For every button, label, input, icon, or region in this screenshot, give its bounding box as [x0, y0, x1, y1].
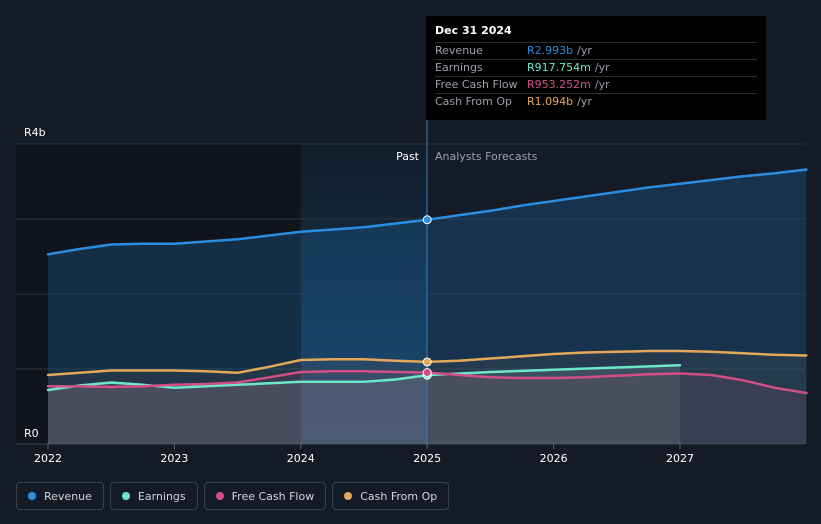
tooltip-label: Free Cash Flow	[435, 78, 518, 91]
current-markers	[422, 215, 432, 380]
tooltip-unit: /yr	[594, 78, 610, 91]
tooltip-value: R1.094b	[527, 95, 574, 108]
x-tick-label: 2026	[540, 452, 568, 465]
tooltip-date: Dec 31 2024	[435, 24, 512, 37]
cfo-current-marker	[422, 357, 432, 367]
legend-dot-icon	[121, 492, 130, 500]
legend-item-cash-from-op[interactable]: Cash From Op	[332, 482, 450, 510]
legend-label: Earnings	[137, 489, 186, 503]
tooltip-unit: /yr	[594, 61, 610, 74]
y-axis-bottom-label: R0	[24, 427, 39, 440]
legend-label: Revenue	[44, 489, 92, 503]
legend-item-earnings[interactable]: Earnings	[109, 482, 198, 510]
tooltip-row-cash-from-op: Cash From Op R1.094b /yr	[435, 93, 757, 110]
legend-dot-icon	[28, 492, 36, 500]
legend-label: Free Cash Flow	[231, 489, 315, 503]
x-tick-label: 2027	[666, 452, 694, 465]
tooltip-label: Earnings	[435, 61, 483, 74]
x-tick-label: 2022	[34, 452, 62, 465]
tooltip: Dec 31 2024 Revenue R2.993b /yr Earnings…	[426, 16, 766, 120]
tooltip-value: R917.754m	[527, 61, 591, 74]
gridlines	[16, 143, 805, 445]
legend-dot-icon	[344, 492, 353, 500]
x-tick-label: 2024	[287, 452, 315, 465]
forecast-label: Analysts Forecasts	[435, 150, 538, 163]
legend-dot-icon	[215, 492, 224, 500]
tooltip-row-earnings: Earnings R917.754m /yr	[435, 59, 757, 76]
earnings-line	[46, 364, 682, 392]
past-label: Past	[396, 150, 420, 163]
tooltip-value: R2.993b	[527, 44, 574, 57]
tooltip-label: Revenue	[435, 44, 483, 57]
legend-label: Cash From Op	[360, 489, 438, 503]
fcf-current-marker	[422, 368, 432, 378]
x-tick-label: 2025	[413, 452, 441, 465]
y-axis-top-label: R4b	[24, 126, 46, 139]
tooltip-row-free-cash-flow: Free Cash Flow R953.252m /yr	[435, 76, 757, 93]
tooltip-row-revenue: Revenue R2.993b /yr	[435, 42, 757, 59]
revenue-current-marker	[422, 215, 432, 225]
tooltip-unit: /yr	[577, 44, 592, 57]
tooltip-unit: /yr	[577, 95, 592, 108]
legend: Revenue Earnings Free Cash Flow Cash Fro…	[16, 482, 450, 510]
tooltip-value: R953.252m	[527, 78, 591, 91]
x-tick-label: 2023	[160, 452, 188, 465]
x-axis-ticks: 2022 2023 2024 2025 2026 2027	[34, 444, 694, 465]
legend-item-free-cash-flow[interactable]: Free Cash Flow	[203, 482, 327, 510]
earnings-area	[48, 365, 680, 444]
tooltip-label: Cash From Op	[435, 95, 513, 108]
legend-item-revenue[interactable]: Revenue	[16, 482, 104, 510]
